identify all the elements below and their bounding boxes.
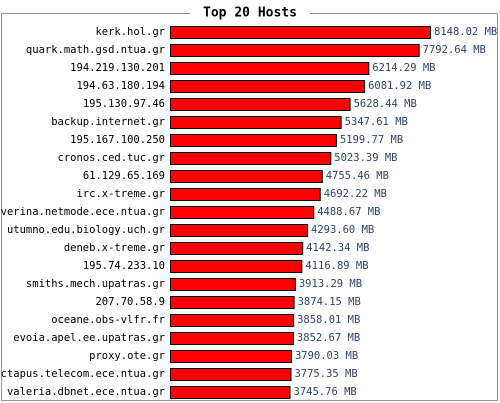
bar bbox=[170, 62, 370, 75]
bar bbox=[170, 170, 323, 183]
category-label: 195.167.100.250 bbox=[70, 134, 165, 146]
value-label: 5347.61 MB bbox=[345, 116, 408, 128]
category-label: irc.x-treme.gr bbox=[76, 188, 165, 200]
value-label: 3874.15 MB bbox=[298, 296, 361, 308]
value-label: 3858.01 MB bbox=[297, 314, 360, 326]
category-label: smiths.mech.upatras.gr bbox=[26, 278, 165, 290]
bar bbox=[170, 116, 342, 129]
bar bbox=[170, 314, 295, 327]
value-label: 7792.64 MB bbox=[423, 44, 486, 56]
category-label: 194.63.180.194 bbox=[76, 80, 165, 92]
category-label: 194.219.130.201 bbox=[70, 62, 165, 74]
bar bbox=[170, 26, 431, 39]
value-label: 4293.60 MB bbox=[311, 224, 374, 236]
bar bbox=[170, 332, 294, 345]
category-label: oceane.obs-vlfr.fr bbox=[51, 314, 165, 326]
value-label: 6214.29 MB bbox=[372, 62, 435, 74]
category-label: proxy.ote.gr bbox=[89, 350, 165, 362]
bar bbox=[170, 368, 292, 381]
bar bbox=[170, 188, 321, 201]
chart-title: Top 20 Hosts bbox=[203, 6, 297, 21]
category-label: verina.netmode.ece.ntua.gr bbox=[1, 206, 165, 218]
category-label: 195.74.233.10 bbox=[83, 260, 165, 272]
value-label: 8148.02 MB bbox=[434, 26, 497, 38]
value-label: 3852.67 MB bbox=[297, 332, 360, 344]
category-label: evoia.apel.ee.upatras.gr bbox=[13, 332, 165, 344]
category-label: 61.129.65.169 bbox=[83, 170, 165, 182]
bar bbox=[170, 80, 366, 93]
bar bbox=[170, 260, 303, 273]
category-label: quark.math.gsd.ntua.gr bbox=[26, 44, 165, 56]
value-label: 3775.35 MB bbox=[294, 368, 357, 380]
bar bbox=[170, 242, 304, 255]
value-label: 6081.92 MB bbox=[368, 80, 431, 92]
value-label: 4488.67 MB bbox=[317, 206, 380, 218]
value-label: 3913.29 MB bbox=[299, 278, 362, 290]
category-label: valeria.dbnet.ece.ntua.gr bbox=[7, 386, 165, 398]
bar bbox=[170, 44, 420, 57]
bar bbox=[170, 350, 292, 363]
bar bbox=[170, 296, 295, 309]
value-label: 4142.34 MB bbox=[306, 242, 369, 254]
bar bbox=[170, 98, 351, 111]
bar bbox=[170, 278, 296, 291]
bar bbox=[170, 224, 309, 237]
category-label: 207.70.58.9 bbox=[95, 296, 165, 308]
category-label: 195.130.97.46 bbox=[83, 98, 165, 110]
value-label: 4755.46 MB bbox=[326, 170, 389, 182]
category-label: utumno.edu.biology.uch.gr bbox=[7, 224, 165, 236]
category-label: backup.internet.gr bbox=[51, 116, 165, 128]
value-label: 5023.39 MB bbox=[334, 152, 397, 164]
category-label: cronos.ced.tuc.gr bbox=[58, 152, 165, 164]
value-label: 4692.22 MB bbox=[324, 188, 387, 200]
bar bbox=[170, 386, 291, 399]
bar bbox=[170, 152, 332, 165]
value-label: 3790.03 MB bbox=[295, 350, 358, 362]
title-background bbox=[190, 5, 310, 21]
value-label: 5628.44 MB bbox=[354, 98, 417, 110]
bar bbox=[170, 206, 315, 219]
category-label: kerk.hol.gr bbox=[95, 26, 165, 38]
category-label: octapus.telecom.ece.ntua.gr bbox=[0, 368, 165, 380]
value-label: 3745.76 MB bbox=[294, 386, 357, 398]
value-label: 4116.89 MB bbox=[305, 260, 368, 272]
bar bbox=[170, 134, 337, 147]
value-label: 5199.77 MB bbox=[340, 134, 403, 146]
category-label: deneb.x-treme.gr bbox=[64, 242, 165, 254]
